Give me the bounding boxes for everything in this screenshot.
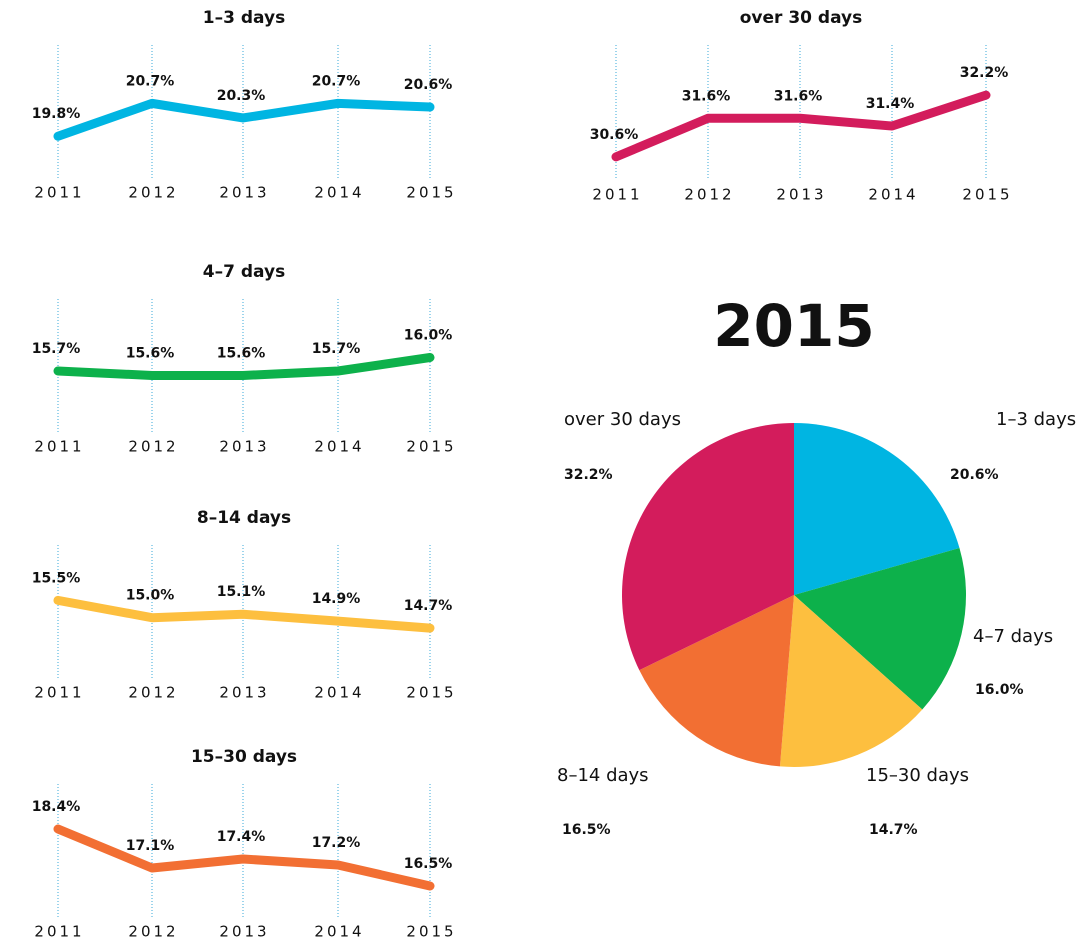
x-tick-label: 2015 [962, 186, 1012, 204]
slice-label: 15–30 days [866, 765, 969, 786]
data-label: 32.2% [564, 467, 613, 483]
slice-label: 1–3 days [996, 409, 1076, 430]
slice-label: 4–7 days [973, 626, 1053, 647]
chart-title: over 30 days [740, 8, 863, 28]
data-label: 18.4% [32, 799, 81, 815]
chart-title: 4–7 days [203, 262, 285, 282]
data-label: 20.7% [126, 73, 175, 89]
data-label: 14.7% [869, 822, 918, 838]
chart-title: 2015 [713, 292, 874, 360]
pie-slice [622, 423, 794, 671]
x-tick-label: 2011 [34, 684, 84, 702]
data-label: 15.6% [126, 346, 175, 362]
pie-slice [794, 423, 960, 595]
x-tick-label: 2015 [406, 923, 456, 941]
pie-slice [779, 595, 923, 767]
data-label: 31.6% [774, 88, 823, 104]
line [53, 595, 435, 633]
x-tick-label: 2015 [406, 684, 456, 702]
data-label: 15.7% [32, 341, 81, 357]
x-tick-label: 2015 [406, 184, 456, 202]
x-tick-label: 2013 [219, 923, 269, 941]
data-label: 19.8% [32, 106, 81, 122]
data-label: 16.5% [562, 822, 611, 838]
data-label: 15.0% [126, 588, 175, 604]
x-tick-label: 2013 [219, 684, 269, 702]
line [53, 98, 435, 141]
slice-label: 8–14 days [557, 765, 649, 786]
x-tick-label: 2012 [128, 923, 178, 941]
line [53, 824, 435, 891]
data-label: 15.5% [32, 570, 81, 586]
pie-slice [639, 595, 794, 767]
slice-label: over 30 days [564, 409, 681, 430]
x-tick-label: 2015 [406, 438, 456, 456]
line [611, 90, 991, 162]
x-tick-label: 2013 [776, 186, 826, 204]
x-tick-label: 2014 [314, 438, 364, 456]
data-label: 16.0% [404, 328, 453, 344]
data-label: 15.7% [312, 341, 361, 357]
data-label: 17.1% [126, 838, 175, 854]
x-tick-label: 2014 [314, 184, 364, 202]
pie-slice [794, 548, 966, 710]
x-tick-label: 2014 [314, 923, 364, 941]
data-label: 20.7% [312, 73, 361, 89]
x-tick-label: 2011 [34, 184, 84, 202]
x-tick-label: 2013 [219, 184, 269, 202]
data-label: 31.4% [866, 96, 915, 112]
x-tick-label: 2012 [128, 184, 178, 202]
data-label: 30.6% [590, 127, 639, 143]
data-label: 14.9% [312, 591, 361, 607]
data-label: 17.2% [312, 835, 361, 851]
x-tick-label: 2014 [314, 684, 364, 702]
data-label: 15.1% [217, 584, 266, 600]
x-tick-label: 2012 [684, 186, 734, 204]
x-tick-label: 2011 [592, 186, 642, 204]
x-tick-label: 2013 [219, 438, 269, 456]
data-label: 20.6% [950, 467, 999, 483]
data-label: 31.6% [682, 88, 731, 104]
chart-title: 15–30 days [191, 747, 297, 767]
data-label: 15.6% [217, 346, 266, 362]
data-label: 20.3% [217, 88, 266, 104]
data-label: 16.5% [404, 856, 453, 872]
data-label: 14.7% [404, 598, 453, 614]
line [53, 353, 435, 380]
chart-title: 1–3 days [203, 8, 285, 28]
data-label: 32.2% [960, 65, 1009, 81]
data-label: 17.4% [217, 829, 266, 845]
x-tick-label: 2011 [34, 438, 84, 456]
data-label: 20.6% [404, 77, 453, 93]
x-tick-label: 2014 [868, 186, 918, 204]
x-tick-label: 2012 [128, 438, 178, 456]
data-label: 16.0% [975, 682, 1024, 698]
x-tick-label: 2011 [34, 923, 84, 941]
chart-title: 8–14 days [197, 508, 291, 528]
x-tick-label: 2012 [128, 684, 178, 702]
